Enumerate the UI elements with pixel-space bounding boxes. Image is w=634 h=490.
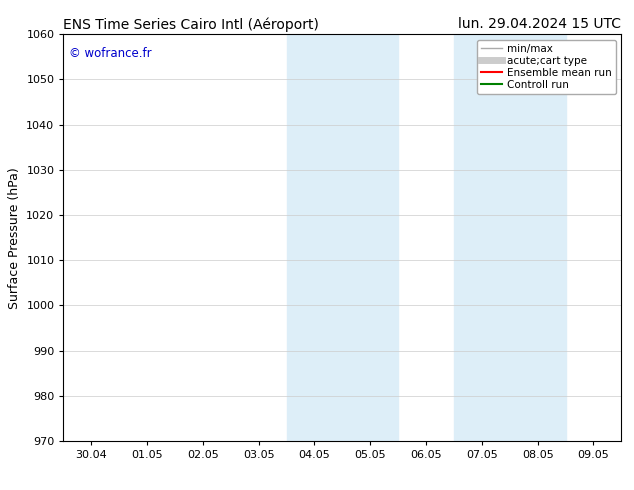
Bar [287,34,398,441]
Text: © wofrance.fr: © wofrance.fr [69,47,152,59]
Legend: min/max, acute;cart type, Ensemble mean run, Controll run: min/max, acute;cart type, Ensemble mean … [477,40,616,94]
Text: ENS Time Series Cairo Intl (Aéroport): ENS Time Series Cairo Intl (Aéroport) [63,17,320,32]
Y-axis label: Surface Pressure (hPa): Surface Pressure (hPa) [8,167,21,309]
Text: lun. 29.04.2024 15 UTC: lun. 29.04.2024 15 UTC [458,17,621,31]
Bar [454,34,566,441]
